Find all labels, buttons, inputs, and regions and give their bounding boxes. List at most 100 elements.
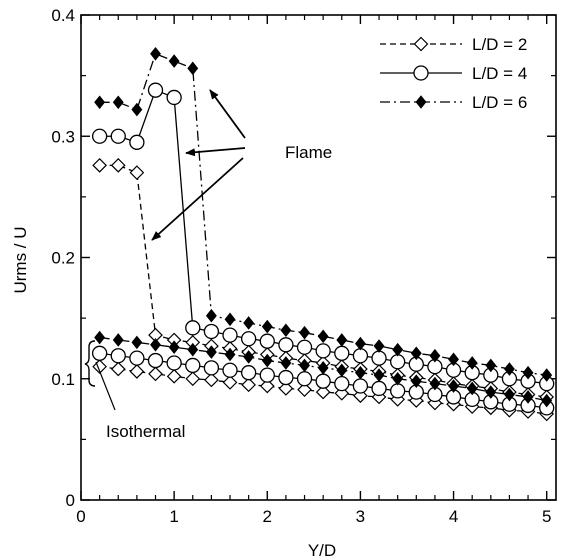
- flame-arrow: [209, 89, 246, 139]
- series-2-flame-point: [352, 348, 369, 364]
- series-2-isothermal-point: [166, 355, 182, 371]
- y-axis-title: Urms / U: [11, 226, 30, 293]
- series-2-flame-point: [185, 320, 201, 336]
- series-3-isothermal-point: [168, 340, 180, 355]
- series-2: [91, 82, 555, 416]
- legend-marker: [413, 36, 429, 52]
- series-2-isothermal-point: [352, 378, 369, 394]
- x-tick-label: 5: [542, 507, 551, 526]
- series-2-flame-point: [222, 327, 238, 343]
- series-2-flame-point: [334, 345, 350, 361]
- isothermal-leader: [95, 361, 116, 411]
- series-1-isothermal-point: [278, 381, 294, 396]
- series-3-isothermal-point: [522, 390, 534, 404]
- y-tick-label: 0.3: [51, 127, 75, 146]
- series-3-isothermal-point: [112, 333, 124, 347]
- series-2-isothermal-point: [334, 375, 350, 392]
- series-3-flame-point: [299, 325, 310, 340]
- series-3-isothermal-point: [429, 376, 441, 391]
- series-3-flame-point: [205, 308, 217, 323]
- series-3-isothermal-point: [94, 330, 106, 345]
- series-layer: [91, 46, 555, 422]
- series-3-isothermal-point: [466, 381, 478, 396]
- axis-tick-labels: 0 1 2 3 4 5 0 0.1 0.2 0.3 0.4: [51, 6, 551, 526]
- series-3: [94, 46, 553, 408]
- series-2-flame-point: [371, 350, 387, 366]
- series-3-isothermal-point: [243, 350, 255, 364]
- x-tick-label: 4: [449, 507, 458, 526]
- series-3-flame-point: [150, 46, 161, 61]
- series-3-isothermal-point: [261, 353, 273, 368]
- series-3-isothermal-point: [205, 345, 217, 359]
- series-2-isothermal-point: [91, 345, 108, 361]
- series-3-flame-point: [131, 102, 143, 117]
- x-tick-label: 3: [356, 507, 365, 526]
- series-2-isothermal-point: [315, 373, 331, 389]
- series-3-flame-point: [503, 362, 515, 376]
- annotation-layer: Flame Isothermal: [84, 89, 332, 441]
- series-3-isothermal-point: [485, 385, 497, 399]
- series-2-isothermal-point: [129, 350, 145, 366]
- series-3-flame-point: [261, 319, 273, 334]
- series-3-isothermal-point: [410, 374, 422, 388]
- series-3-flame-point: [94, 95, 106, 110]
- legend-label: L/D = 2: [472, 35, 527, 54]
- series-2-flame-point: [278, 337, 294, 353]
- series-1-isothermal-point: [241, 377, 256, 393]
- series-2-isothermal-point: [240, 365, 257, 381]
- axis-ticks: [80, 14, 556, 501]
- series-3-isothermal-point: [299, 358, 310, 373]
- x-axis-title: Y/D: [308, 541, 336, 559]
- series-2-flame-point: [296, 339, 313, 355]
- y-tick-label: 0: [66, 491, 75, 510]
- series-3-flame-point: [448, 352, 459, 367]
- isothermal-annotation: Isothermal: [106, 422, 185, 441]
- series-1-isothermal-point: [129, 364, 145, 379]
- series-2-isothermal-point: [147, 352, 164, 369]
- series-2-isothermal-point: [259, 367, 275, 383]
- series-2-isothermal-point: [222, 362, 238, 378]
- series-3-flame-point: [187, 61, 199, 76]
- series-2-flame-point: [390, 354, 406, 370]
- series-3-isothermal-point: [336, 363, 348, 378]
- legend: L/D = 2 L/D = 4 L/D = 6: [380, 35, 527, 112]
- series-2-isothermal-point: [296, 371, 313, 387]
- series-2-flame-point: [240, 331, 257, 347]
- series-3-isothermal-point: [373, 368, 385, 382]
- series-3-flame-point: [522, 365, 534, 380]
- series-1-flame-point: [110, 158, 126, 173]
- y-tick-label: 0.2: [51, 249, 75, 268]
- series-3-flame-point: [392, 342, 404, 357]
- series-3-flame-point: [429, 348, 441, 363]
- series-3-isothermal-point: [131, 335, 143, 350]
- series-3-flame-point: [354, 336, 366, 351]
- series-3-isothermal-point: [503, 387, 515, 402]
- legend-label: L/D = 4: [472, 64, 527, 83]
- series-2-flame-point: [166, 89, 182, 106]
- series-3-flame-point: [410, 346, 422, 361]
- series-1-isothermal-point: [148, 366, 163, 382]
- flame-arrow: [185, 147, 246, 157]
- series-2-flame-point: [315, 343, 331, 359]
- series-3-isothermal-point: [150, 337, 161, 352]
- series-1-isothermal-point: [222, 375, 238, 390]
- series-2-isothermal-point: [185, 357, 201, 374]
- series-3-flame-point: [541, 368, 553, 382]
- series-1-isothermal-point: [166, 368, 182, 384]
- series-2-flame-point: [203, 323, 220, 340]
- series-2-flame-point: [129, 134, 145, 150]
- series-2-flame-point: [259, 333, 275, 349]
- flame-annotation: Flame: [285, 143, 332, 162]
- y-tick-label: 0.1: [51, 370, 75, 389]
- series-3-flame-point: [373, 339, 385, 353]
- flame-arrow: [151, 157, 244, 241]
- series-3-isothermal-point: [541, 393, 553, 408]
- legend-label: L/D = 6: [472, 93, 527, 112]
- series-3-flame-point: [112, 95, 124, 110]
- x-tick-label: 2: [263, 507, 272, 526]
- series-1-isothermal-point: [259, 378, 275, 394]
- series-3-isothermal-point: [392, 371, 404, 386]
- series-3-isothermal-point: [280, 356, 292, 370]
- x-tick-label: 0: [76, 507, 85, 526]
- series-2-isothermal-point: [278, 369, 294, 386]
